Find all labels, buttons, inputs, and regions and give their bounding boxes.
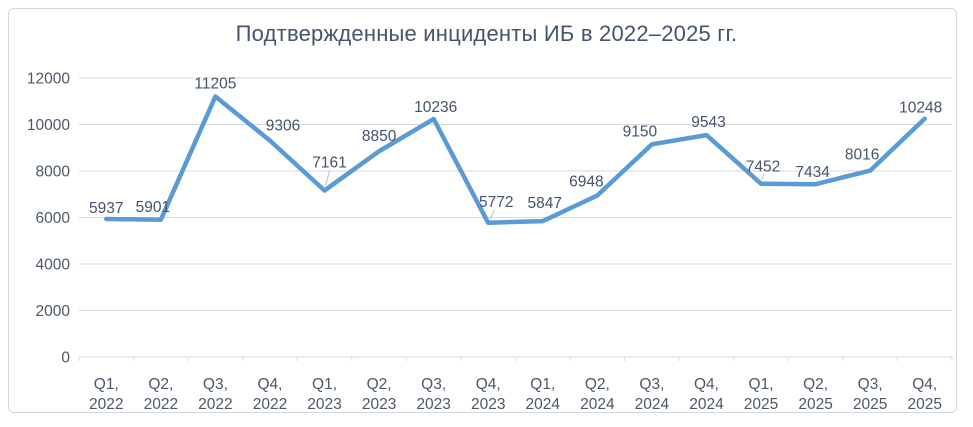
- data-label: 10248: [899, 100, 942, 117]
- data-label: 9150: [623, 123, 658, 140]
- x-tick-label: Q1, 2024: [526, 376, 561, 413]
- data-label: 5937: [89, 200, 123, 217]
- data-label: 6948: [569, 173, 603, 190]
- y-tick-label: 12000: [27, 71, 70, 88]
- data-label-leader-line: [489, 209, 495, 220]
- x-tick-label: Q1, 2022: [89, 376, 123, 413]
- data-label: 9543: [691, 114, 725, 131]
- x-tick-label: Q4, 2023: [471, 376, 505, 413]
- x-tick-label: Q2, 2025: [798, 376, 832, 413]
- y-tick-label: 0: [61, 350, 70, 367]
- data-label: 5847: [528, 195, 562, 212]
- series-line: [104, 94, 927, 226]
- y-tick-label: 4000: [36, 257, 71, 274]
- x-tick-label: Q4, 2022: [253, 376, 287, 413]
- data-label: 5772: [479, 194, 513, 211]
- data-label: 8016: [845, 147, 879, 164]
- y-tick-label: 2000: [36, 303, 71, 320]
- data-label: 7452: [746, 159, 780, 176]
- chart-title: Подтвержденные инциденты ИБ в 2022–2025 …: [235, 21, 738, 46]
- x-tick-label: Q2, 2023: [362, 376, 396, 413]
- x-tick-label: Q2, 2022: [144, 376, 178, 413]
- data-label: 5901: [136, 199, 170, 216]
- y-tick-label: 6000: [36, 210, 71, 227]
- data-label: 11205: [194, 75, 236, 92]
- x-tick-label: Q2, 2024: [580, 376, 615, 413]
- x-tick-label: Q4, 2025: [907, 376, 941, 413]
- data-label: 9306: [266, 118, 300, 135]
- data-label-leader-line: [325, 170, 331, 186]
- x-tick-label: Q3, 2022: [198, 376, 232, 413]
- data-label: 7161: [312, 155, 346, 172]
- x-tick-label: Q3, 2025: [853, 376, 887, 413]
- x-tick-label: Q4, 2024: [689, 376, 724, 413]
- y-tick-label: 10000: [27, 117, 70, 134]
- data-label: 7434: [795, 164, 830, 181]
- data-label: 10236: [414, 99, 457, 116]
- data-label-leader-line: [761, 174, 765, 180]
- data-label: 8850: [362, 128, 397, 145]
- y-tick-label: 8000: [36, 164, 71, 181]
- x-tick-label: Q1, 2025: [744, 376, 778, 413]
- x-tick-label: Q3, 2024: [635, 376, 670, 413]
- x-tick-label: Q3, 2023: [416, 376, 450, 413]
- x-tick-label: Q1, 2023: [307, 376, 341, 413]
